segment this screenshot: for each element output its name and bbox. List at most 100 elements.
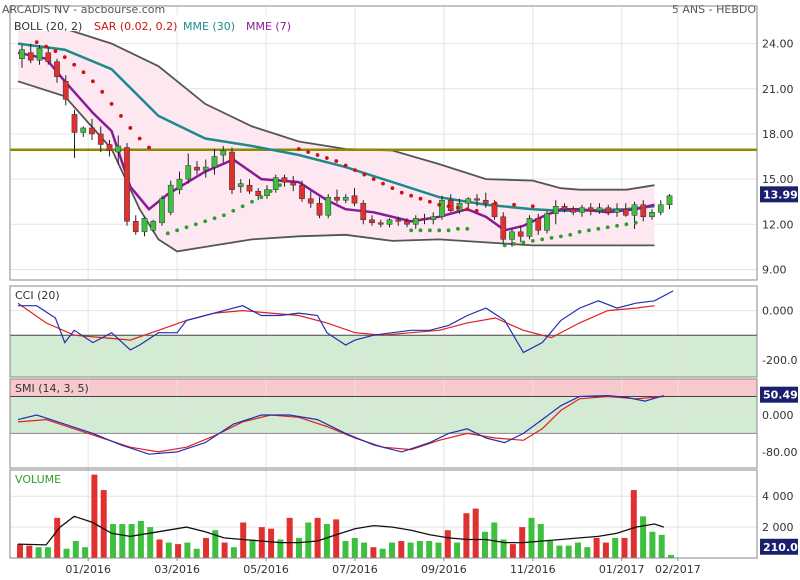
candle-body	[465, 198, 472, 204]
legend-item: BOLL (20, 2)	[14, 20, 82, 33]
volume-bar	[193, 548, 200, 558]
0-tick-label: 24.00	[762, 38, 794, 51]
volume-bar	[435, 542, 442, 558]
candle-body	[622, 208, 629, 216]
sar-dot	[34, 40, 39, 45]
candle-body	[552, 205, 559, 215]
smi-overbought-zone	[10, 379, 757, 397]
sar-dot	[259, 195, 264, 200]
candle-body	[54, 61, 60, 78]
sar-dot	[390, 186, 395, 191]
candle-body	[342, 196, 349, 201]
volume-bar	[426, 541, 433, 558]
volume-bar	[379, 548, 386, 558]
volume-bar	[286, 517, 293, 558]
volume-ma-line	[17, 515, 665, 546]
candle-body	[369, 219, 375, 224]
volume-bar	[184, 542, 191, 558]
volume-bar	[54, 517, 61, 558]
sar-dot	[521, 240, 526, 245]
candle-body	[439, 199, 445, 218]
candle-body	[106, 144, 113, 151]
volume-bar	[82, 547, 89, 558]
volume-bar	[444, 530, 451, 558]
volume-bar	[305, 522, 312, 558]
candle-body	[255, 190, 262, 196]
volume-bar	[658, 534, 665, 558]
sar-dot	[62, 55, 67, 60]
candle-body	[62, 81, 69, 100]
volume-bar	[556, 545, 563, 558]
cci-label: CCI (20)	[15, 289, 60, 302]
volume-bar	[165, 542, 172, 558]
sar-dot	[446, 228, 451, 233]
candle-body	[640, 204, 647, 218]
smi-value-badge-bg	[760, 386, 798, 403]
candle-body	[509, 231, 515, 240]
sar-dot	[568, 232, 573, 237]
x-axis-label: 01/2017	[599, 563, 645, 576]
smi-panel-frame	[9, 378, 758, 469]
legend-item: SAR (0.02, 0.2)	[94, 20, 177, 33]
candle-body	[71, 114, 78, 133]
volume-bar	[482, 531, 488, 558]
sar-dot	[465, 207, 470, 212]
sar-dot	[212, 216, 217, 221]
volume-value-badge: 210.0	[763, 541, 798, 554]
volume-bar	[203, 537, 209, 558]
0-tick-label: 21.00	[762, 83, 794, 96]
candle-body	[246, 184, 253, 192]
volume-bar	[26, 545, 33, 558]
sar-dot	[512, 241, 516, 246]
sar-dot	[278, 183, 282, 188]
volume-bar	[268, 528, 275, 558]
candle-body	[421, 218, 428, 221]
candle-body	[124, 147, 130, 222]
volume-bar	[44, 547, 51, 558]
sar-dot	[530, 204, 535, 209]
candle-body	[386, 219, 393, 225]
volume-bar	[416, 541, 423, 558]
sar-dot	[558, 234, 563, 239]
volume-bar	[137, 520, 144, 558]
candle-body	[36, 47, 43, 61]
candle-body	[80, 127, 87, 133]
sar-dot	[456, 205, 460, 210]
legend-item: MME (30)	[183, 20, 235, 33]
volume-bar	[91, 474, 98, 558]
volume-panel-frame	[9, 469, 758, 559]
sar-dot	[315, 153, 320, 157]
smi-line	[17, 394, 664, 455]
candle-body	[412, 218, 419, 225]
volume-bar	[640, 516, 647, 558]
volume-bar	[547, 541, 554, 558]
1-tick-label: -200.0	[762, 354, 797, 367]
volume-bar	[407, 542, 414, 558]
volume-bar	[296, 537, 302, 558]
sar-dot	[334, 159, 339, 163]
sar-dot	[512, 202, 516, 207]
volume-bar	[584, 547, 591, 558]
sar-dot	[353, 168, 357, 172]
sar-dot	[203, 219, 208, 224]
legend-item: MME (7)	[246, 20, 291, 33]
candle-body	[430, 216, 437, 221]
volume-bar	[463, 513, 470, 558]
candle-body	[281, 177, 288, 183]
candle-body	[325, 196, 332, 216]
sar-dot	[493, 201, 498, 206]
candle-body	[657, 204, 664, 213]
sar-dot	[90, 79, 95, 84]
volume-bar	[454, 542, 461, 558]
candle-body	[150, 221, 157, 231]
candle-body	[666, 195, 673, 205]
cci-signal-line	[17, 302, 655, 341]
candle-body	[45, 52, 52, 62]
sar-dot	[250, 199, 254, 204]
sar-dot	[549, 235, 554, 240]
0-tick-label: 9.00	[762, 263, 787, 276]
volume-bar	[398, 541, 405, 558]
sar-dot	[128, 126, 133, 130]
sar-dot	[530, 238, 535, 243]
